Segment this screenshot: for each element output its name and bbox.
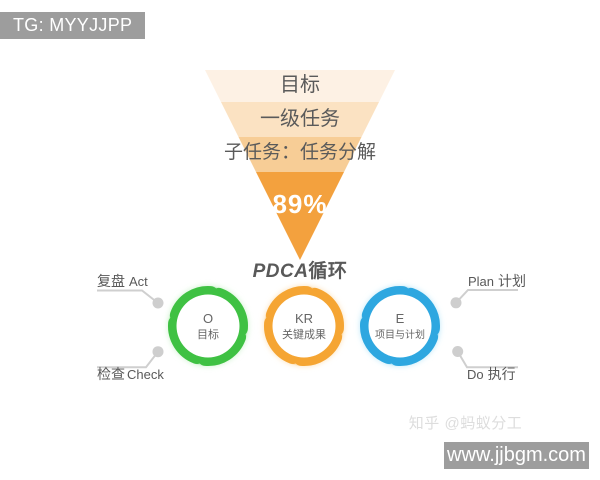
svg-text:Do执行: Do 执行 <box>467 366 516 382</box>
svg-text:Plan计划: Plan 计划 <box>468 273 526 289</box>
svg-text:复盘Act: 复盘 Act <box>97 273 148 289</box>
svg-text:检查Check: 检查 Check <box>97 366 164 382</box>
